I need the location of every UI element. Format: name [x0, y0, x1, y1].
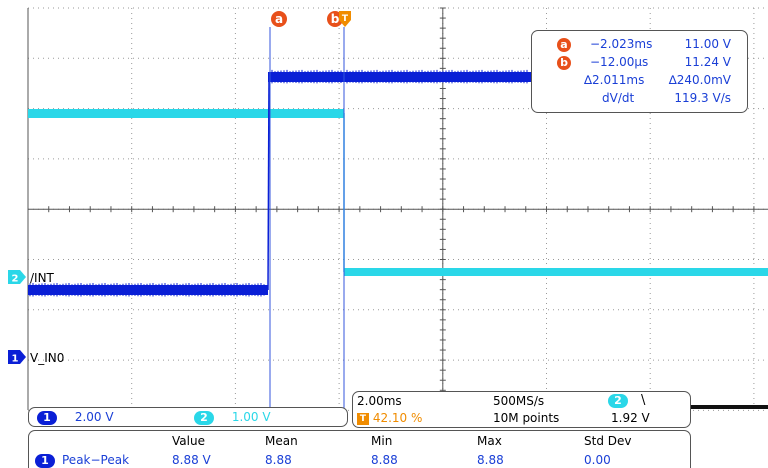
ch2-scale-button[interactable]: 2 1.00 V — [194, 410, 271, 425]
ch2-offset-marker[interactable]: 2 — [8, 270, 26, 285]
measurement-name: Peak−Peak — [62, 453, 130, 467]
measurement-mean: 8.88 — [265, 453, 292, 467]
cursor-b-marker-label: b — [331, 12, 340, 26]
cursor-delta-time: ∆2.011ms — [584, 73, 645, 87]
measurement-header-value: Value — [172, 434, 205, 448]
trigger-level: 1.92 V — [611, 411, 650, 425]
measurement-header-min: Min — [371, 434, 393, 448]
measurement-header-max: Max — [477, 434, 502, 448]
cursor-lines — [269, 27, 345, 410]
measurement-source-badge: 1 — [35, 453, 55, 468]
ch1-offset-marker-number: 1 — [12, 354, 19, 365]
falling-edge-icon: \ — [641, 393, 646, 408]
ch2-scale-value: 1.00 V — [231, 410, 271, 424]
ch2-scale-badge: 2 — [194, 411, 214, 425]
ch1-offset-marker[interactable]: 1 — [8, 350, 26, 365]
trigger-position-value: 42.10 % — [372, 411, 423, 425]
cursor-a-time: −2.023ms — [590, 37, 653, 51]
trigger-source-badge[interactable]: 2 — [608, 393, 628, 408]
measurement-header-std-dev: Std Dev — [584, 434, 632, 448]
ch2-offset-marker-number: 2 — [12, 274, 19, 285]
cursor-dvdt-label: dV/dt — [602, 91, 635, 105]
measurement-panel[interactable]: Value Mean Min Max Std Dev 1 Peak−Peak 8… — [28, 430, 691, 468]
ch1-trace-label: V_IN0 — [30, 351, 64, 365]
channel-scale-bar: 1 2.00 V 2 1.00 V — [28, 407, 348, 427]
trigger-position-readout[interactable]: T 42.10 % — [357, 411, 422, 425]
measurement-std-dev: 0.00 — [584, 453, 611, 467]
cursor-a-badge: a — [557, 37, 571, 52]
cursor-b-time: −12.00μs — [590, 55, 649, 69]
cursor-b-value: 11.24 V — [684, 55, 731, 69]
sample-rate: 500MS/s — [493, 394, 545, 408]
measurement-row[interactable]: 1 Peak−Peak 8.88 V 8.88 8.88 8.88 0.00 — [29, 452, 690, 468]
cursor-a-value: 11.00 V — [684, 37, 731, 51]
cursor-delta-value: ∆240.0mV — [668, 73, 731, 87]
trigger-position-marker[interactable]: T — [339, 11, 351, 27]
ch1-scale-button[interactable]: 1 2.00 V — [37, 410, 114, 425]
record-length: 10M points — [493, 411, 560, 425]
ch1-waveform — [28, 69, 768, 409]
ch2-trace-label: /INT — [30, 271, 55, 285]
ch1-scale-badge: 1 — [37, 411, 57, 425]
measurement-header-mean: Mean — [265, 434, 298, 448]
timebase-trigger-panel[interactable]: 2.00ms 500MS/s 2 \ T 42.10 % 10M points … — [352, 391, 691, 428]
cursor-dvdt-value: 119.3 V/s — [674, 91, 731, 105]
trigger-position-marker-icon: T — [342, 14, 349, 24]
cursor-b-badge: b — [557, 55, 571, 70]
measurement-value: 8.88 V — [172, 453, 211, 467]
trigger-icon: T — [357, 412, 369, 425]
measurement-max: 8.88 — [477, 453, 504, 467]
horizontal-scale: 2.00ms — [357, 394, 402, 408]
cursor-a-marker[interactable]: a — [271, 11, 287, 27]
cursor-readout-panel[interactable]: a −2.023ms 11.00 V b −12.00μs 11.24 V ∆2… — [531, 30, 748, 113]
cursor-a-marker-label: a — [275, 12, 283, 26]
measurement-min: 8.88 — [371, 453, 398, 467]
ch1-scale-value: 2.00 V — [74, 410, 114, 424]
